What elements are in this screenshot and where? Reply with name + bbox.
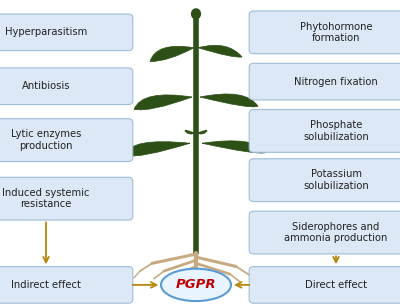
- FancyBboxPatch shape: [0, 14, 133, 51]
- Text: Direct effect: Direct effect: [305, 280, 367, 290]
- PathPatch shape: [134, 95, 192, 110]
- FancyBboxPatch shape: [249, 159, 400, 202]
- FancyBboxPatch shape: [249, 11, 400, 54]
- Text: Lytic enzymes
production: Lytic enzymes production: [11, 129, 81, 151]
- FancyBboxPatch shape: [0, 177, 133, 220]
- PathPatch shape: [150, 46, 194, 62]
- Text: Phosphate
solubilization: Phosphate solubilization: [303, 120, 369, 142]
- Text: Indirect effect: Indirect effect: [11, 280, 81, 290]
- FancyBboxPatch shape: [249, 211, 400, 254]
- Ellipse shape: [161, 269, 231, 301]
- FancyBboxPatch shape: [249, 109, 400, 152]
- FancyBboxPatch shape: [249, 63, 400, 100]
- Text: Hyperparasitism: Hyperparasitism: [5, 27, 87, 37]
- Text: Nitrogen fixation: Nitrogen fixation: [294, 77, 378, 87]
- PathPatch shape: [200, 94, 258, 107]
- Text: Induced systemic
resistance: Induced systemic resistance: [2, 188, 90, 209]
- Text: Siderophores and
ammonia production: Siderophores and ammonia production: [284, 222, 388, 243]
- PathPatch shape: [184, 130, 192, 134]
- PathPatch shape: [126, 142, 190, 156]
- PathPatch shape: [198, 45, 242, 57]
- Text: Antibiosis: Antibiosis: [22, 81, 70, 91]
- PathPatch shape: [202, 141, 266, 153]
- PathPatch shape: [200, 130, 208, 134]
- Text: Potassium
solubilization: Potassium solubilization: [303, 169, 369, 191]
- Text: PGPR: PGPR: [176, 278, 216, 291]
- Ellipse shape: [192, 9, 200, 19]
- Text: Phytohormone
formation: Phytohormone formation: [300, 22, 372, 43]
- FancyBboxPatch shape: [0, 68, 133, 104]
- FancyBboxPatch shape: [0, 267, 133, 303]
- FancyBboxPatch shape: [0, 119, 133, 161]
- FancyBboxPatch shape: [249, 267, 400, 303]
